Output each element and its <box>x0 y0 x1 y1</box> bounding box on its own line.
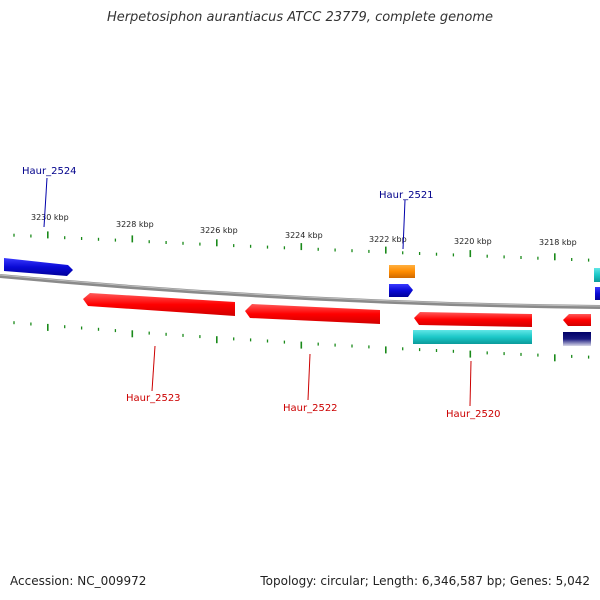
gene-cyan-bar[interactable] <box>413 330 532 344</box>
gene-label-haur-2521: Haur_2521 <box>379 190 434 201</box>
kbp-label: 3228 kbp <box>116 220 154 229</box>
gene-red-arrow-right[interactable] <box>563 314 591 326</box>
gene-label-haur-2523: Haur_2523 <box>126 393 181 404</box>
leader-haur-2523 <box>151 345 156 392</box>
genome-backbone-highlight <box>0 274 600 307</box>
lower-tick-row <box>13 321 590 362</box>
gene-blue-block-edge[interactable] <box>595 287 600 300</box>
kbp-label: 3218 kbp <box>539 238 577 247</box>
leader-haur-2520 <box>469 360 472 407</box>
gene-haur-2520-arrow[interactable] <box>414 312 532 327</box>
gene-cyan-block-edge[interactable] <box>594 268 600 282</box>
kbp-label: 3226 kbp <box>200 226 238 235</box>
kbp-label: 3224 kbp <box>285 231 323 240</box>
leader-haur-2522 <box>307 353 311 401</box>
genome-backbone <box>0 274 600 309</box>
kbp-label: 3222 kbp <box>369 235 407 244</box>
gene-orange-block[interactable] <box>389 265 415 278</box>
gene-haur-2522-arrow[interactable] <box>245 304 380 324</box>
accession-text: Accession: NC_009972 <box>10 574 147 588</box>
gene-haur-2524-arrow[interactable] <box>4 258 73 276</box>
map-title: Herpetosiphon aurantiacus ATCC 23779, co… <box>106 10 494 25</box>
gene-navy-block[interactable] <box>563 332 591 346</box>
leader-haur-2521 <box>402 199 406 250</box>
gene-label-haur-2524: Haur_2524 <box>22 166 77 177</box>
gene-label-haur-2522: Haur_2522 <box>283 403 338 414</box>
upper-tick-row <box>13 231 590 262</box>
topology-text: Topology: circular; Length: 6,346,587 bp… <box>260 574 590 588</box>
kbp-label: 3220 kbp <box>454 237 492 246</box>
kbp-scale: 3230 kbp 3228 kbp 3226 kbp 3224 kbp 3222… <box>31 213 577 247</box>
gene-haur-2521-arrow[interactable] <box>389 284 413 297</box>
kbp-label: 3230 kbp <box>31 213 69 222</box>
leader-haur-2524 <box>43 177 48 228</box>
gene-label-haur-2520: Haur_2520 <box>446 409 501 420</box>
gene-haur-2523-arrow[interactable] <box>83 293 235 316</box>
